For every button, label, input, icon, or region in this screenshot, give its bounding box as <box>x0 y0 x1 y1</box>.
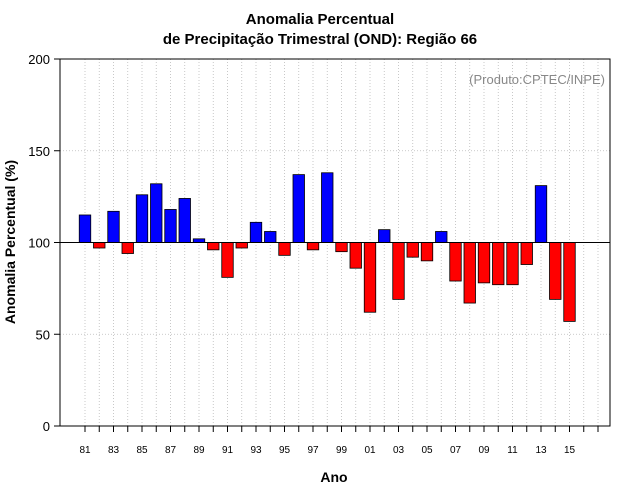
x-tick-label: 83 <box>108 445 120 456</box>
bar-99 <box>335 242 348 253</box>
bar-86 <box>150 183 163 243</box>
chart-subtitle: de Precipitação Trimestral (OND): Região… <box>162 31 478 48</box>
bar-12 <box>520 242 533 265</box>
bar-08 <box>463 242 476 304</box>
bar-91 <box>221 242 234 278</box>
x-tick-label: 99 <box>336 445 348 456</box>
x-tick-label: 81 <box>79 445 91 456</box>
chart-title: Anomalia Percentual <box>245 11 395 28</box>
bar-81 <box>78 214 92 243</box>
bar-94 <box>264 231 277 243</box>
y-axis-label: Anomalia Percentual (%) <box>2 160 18 324</box>
x-tick-label: 03 <box>393 445 405 456</box>
x-tick-label: 95 <box>279 445 291 456</box>
x-tick-label: 93 <box>250 445 262 456</box>
bar-83 <box>107 210 120 243</box>
x-tick-label: 91 <box>222 445 234 456</box>
x-tick-label: 87 <box>165 445 177 456</box>
bar-05 <box>420 242 434 262</box>
y-tick-label: 150 <box>28 144 50 159</box>
x-tick-label: 11 <box>507 445 518 456</box>
bar-15 <box>563 242 576 322</box>
bar-11 <box>506 242 519 286</box>
bar-10 <box>492 242 505 286</box>
bar-87 <box>164 209 177 243</box>
y-tick-label: 0 <box>43 419 50 434</box>
y-tick-label: 100 <box>28 236 50 251</box>
bar-01 <box>363 242 377 313</box>
bar-85 <box>135 194 149 243</box>
x-tick-label: 05 <box>421 445 433 456</box>
bar-97 <box>306 242 320 251</box>
bar-04 <box>406 242 419 258</box>
bar-82 <box>93 242 106 249</box>
bar-13 <box>534 185 548 243</box>
x-tick-label: 97 <box>307 445 319 456</box>
x-tick-label: 09 <box>478 445 490 456</box>
bar-00 <box>349 242 362 269</box>
bar-02 <box>378 229 391 243</box>
bar-98 <box>321 172 334 243</box>
x-tick-label: 85 <box>136 445 148 456</box>
bar-14 <box>549 242 562 300</box>
source-annotation: (Produto:CPTEC/INPE) <box>469 72 605 87</box>
x-tick-label: 13 <box>535 445 547 456</box>
x-tick-label: 15 <box>564 445 576 456</box>
x-tick-label: 07 <box>450 445 462 456</box>
x-tick-label: 89 <box>193 445 205 456</box>
x-tick-label: 01 <box>364 445 376 456</box>
bar-07 <box>449 242 462 282</box>
y-tick-label: 200 <box>28 52 50 67</box>
bar-96 <box>292 174 305 243</box>
bar-layer <box>78 172 576 322</box>
y-tick-label: 50 <box>36 327 50 342</box>
bar-88 <box>178 198 191 243</box>
bar-06 <box>435 231 448 243</box>
bar-89 <box>192 238 206 243</box>
bar-84 <box>121 242 134 254</box>
bar-03 <box>392 242 405 300</box>
bar-93 <box>249 221 263 243</box>
axis-layer: 0 50 100 150 200 81 83 85 87 89 91 93 95 97 99 01 03 05 07… <box>28 52 611 456</box>
x-axis-label: Ano <box>320 469 347 485</box>
bar-95 <box>278 242 291 256</box>
bar-09 <box>477 242 491 284</box>
bar-92 <box>235 242 248 249</box>
bar-90 <box>207 242 220 251</box>
